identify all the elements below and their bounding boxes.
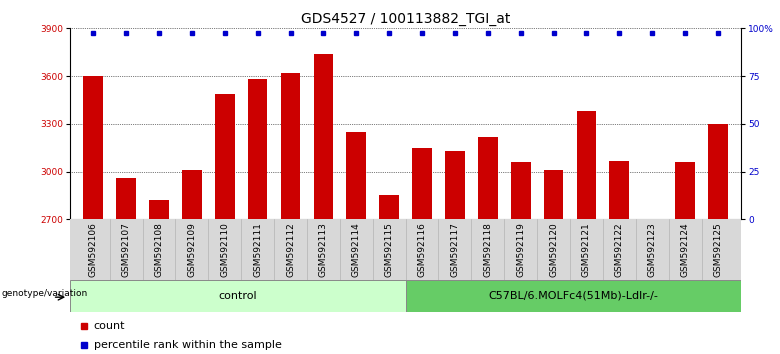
Bar	[609, 161, 629, 354]
Bar	[412, 148, 432, 354]
Text: GSM592109: GSM592109	[187, 222, 197, 278]
Bar	[675, 162, 695, 354]
Bar	[248, 79, 268, 354]
Text: count: count	[94, 321, 125, 331]
Text: GSM592116: GSM592116	[417, 222, 427, 278]
Bar	[576, 111, 597, 354]
Text: GSM592122: GSM592122	[615, 222, 624, 277]
Bar	[406, 280, 741, 312]
Text: GSM592120: GSM592120	[549, 222, 558, 277]
Bar	[149, 200, 168, 354]
Text: percentile rank within the sample: percentile rank within the sample	[94, 341, 282, 350]
Bar	[544, 170, 563, 354]
Text: GSM592125: GSM592125	[714, 222, 722, 277]
Title: GDS4527 / 100113882_TGI_at: GDS4527 / 100113882_TGI_at	[301, 12, 510, 26]
Bar	[281, 73, 300, 354]
Text: GSM592110: GSM592110	[220, 222, 229, 278]
Bar	[478, 137, 498, 354]
Bar	[445, 151, 465, 354]
Text: GSM592111: GSM592111	[254, 222, 262, 278]
Text: GSM592119: GSM592119	[516, 222, 525, 278]
Text: C57BL/6.MOLFc4(51Mb)-Ldlr-/-: C57BL/6.MOLFc4(51Mb)-Ldlr-/-	[488, 291, 658, 301]
Bar	[215, 94, 235, 354]
Text: control: control	[218, 291, 257, 301]
Bar	[708, 124, 728, 354]
Bar	[182, 170, 202, 354]
Text: GSM592118: GSM592118	[484, 222, 492, 278]
Text: GSM592107: GSM592107	[122, 222, 130, 278]
Bar	[346, 132, 366, 354]
Bar	[70, 280, 406, 312]
Bar	[314, 54, 333, 354]
Text: GSM592114: GSM592114	[352, 222, 361, 277]
Text: GSM592106: GSM592106	[89, 222, 98, 278]
Text: GSM592108: GSM592108	[154, 222, 164, 278]
Text: GSM592115: GSM592115	[385, 222, 394, 278]
Text: GSM592117: GSM592117	[450, 222, 459, 278]
Text: GSM592121: GSM592121	[582, 222, 591, 277]
Bar	[379, 195, 399, 354]
Text: GSM592124: GSM592124	[681, 222, 690, 277]
Text: GSM592112: GSM592112	[286, 222, 295, 277]
Bar	[116, 178, 136, 354]
Text: genotype/variation: genotype/variation	[2, 290, 87, 298]
Text: GSM592113: GSM592113	[319, 222, 328, 278]
Bar	[83, 76, 103, 354]
Bar	[643, 219, 662, 354]
Text: GSM592123: GSM592123	[647, 222, 657, 277]
Bar	[511, 162, 530, 354]
